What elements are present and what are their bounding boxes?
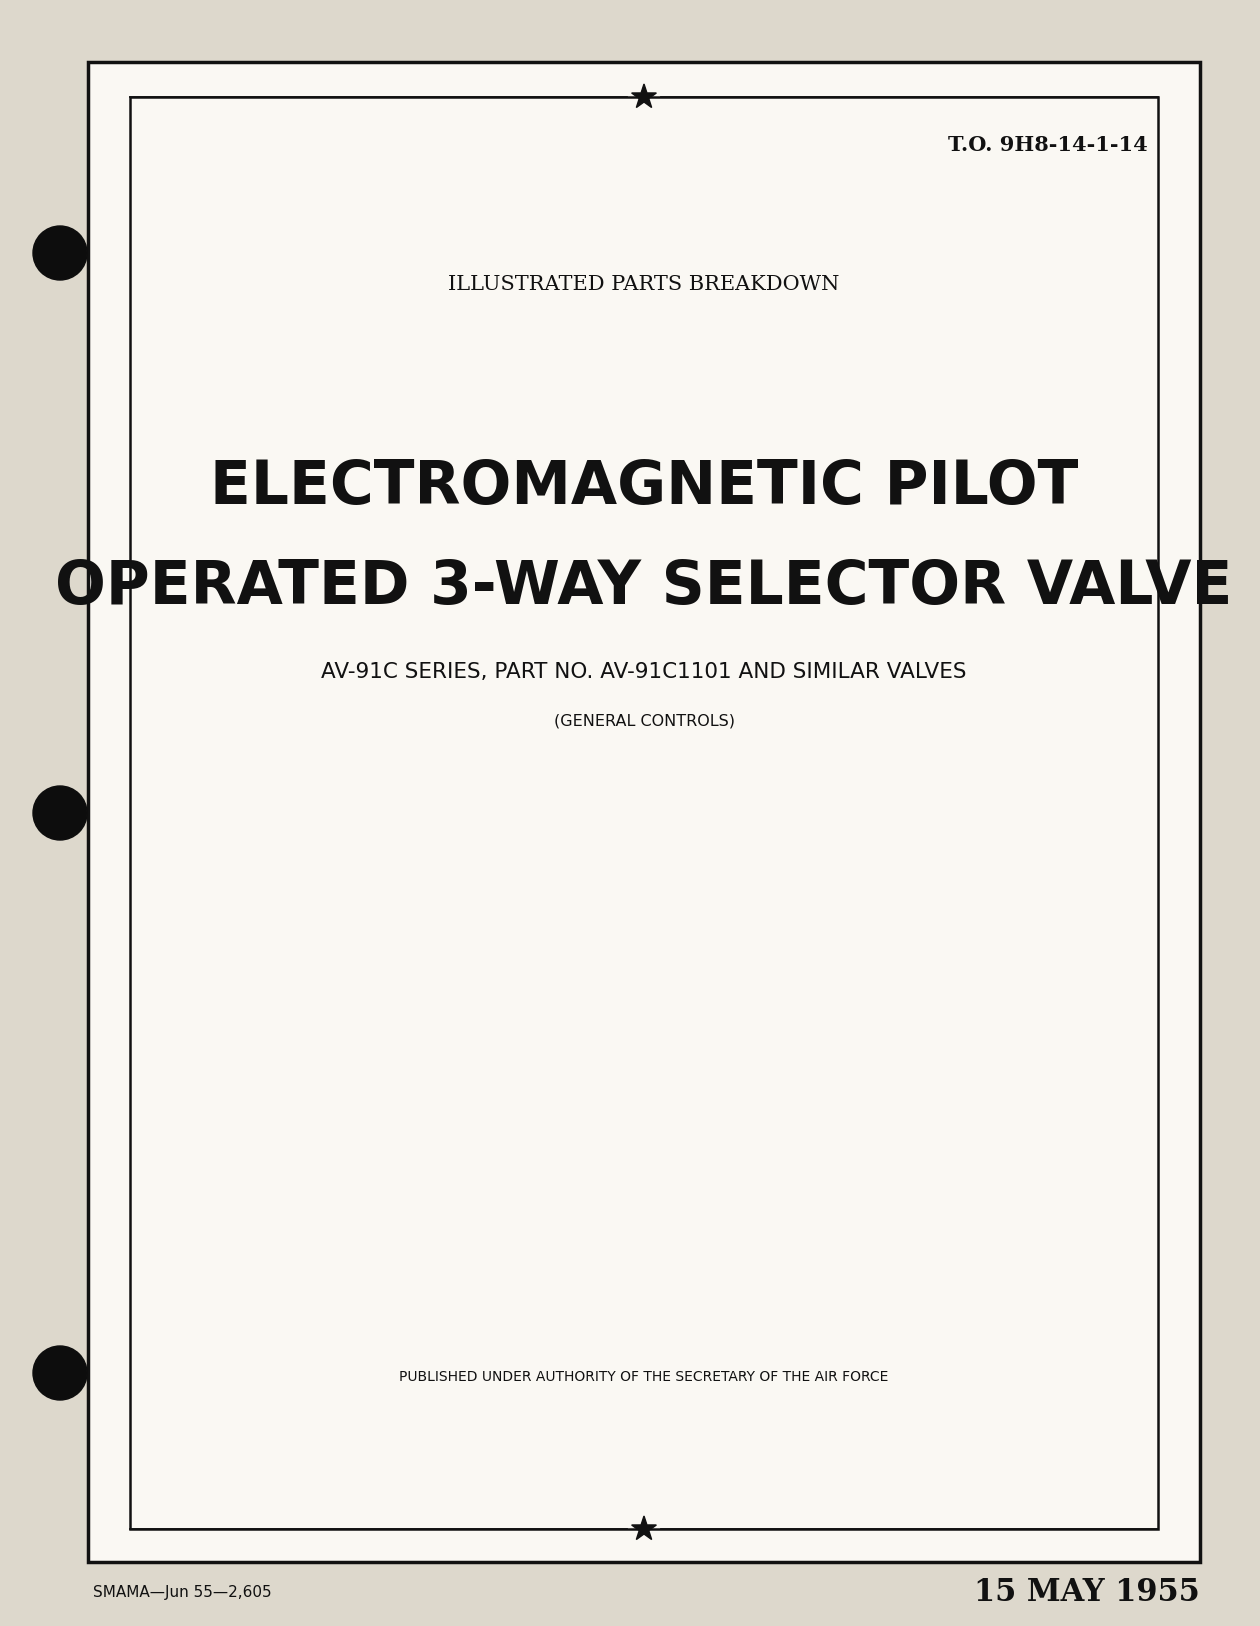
Bar: [130, 98, 1158, 1528]
Text: SMAMA—Jun 55—2,605: SMAMA—Jun 55—2,605: [93, 1584, 272, 1600]
Circle shape: [33, 226, 87, 280]
Text: 15 MAY 1955: 15 MAY 1955: [974, 1577, 1200, 1608]
Text: T.O. 9H8-14-1-14: T.O. 9H8-14-1-14: [949, 135, 1148, 154]
Text: OPERATED 3-WAY SELECTOR VALVE: OPERATED 3-WAY SELECTOR VALVE: [55, 558, 1232, 616]
Text: PUBLISHED UNDER AUTHORITY OF THE SECRETARY OF THE AIR FORCE: PUBLISHED UNDER AUTHORITY OF THE SECRETA…: [399, 1371, 888, 1384]
Circle shape: [33, 1346, 87, 1400]
Text: AV-91C SERIES, PART NO. AV-91C1101 AND SIMILAR VALVES: AV-91C SERIES, PART NO. AV-91C1101 AND S…: [321, 662, 966, 681]
Bar: [88, 62, 1200, 1563]
Text: (GENERAL CONTROLS): (GENERAL CONTROLS): [553, 714, 735, 728]
Text: ILLUSTRATED PARTS BREAKDOWN: ILLUSTRATED PARTS BREAKDOWN: [449, 275, 839, 294]
Bar: [88, 62, 1200, 1563]
Text: ELECTROMAGNETIC PILOT: ELECTROMAGNETIC PILOT: [210, 457, 1079, 517]
Circle shape: [33, 785, 87, 841]
Polygon shape: [631, 1515, 656, 1540]
Polygon shape: [631, 85, 656, 107]
